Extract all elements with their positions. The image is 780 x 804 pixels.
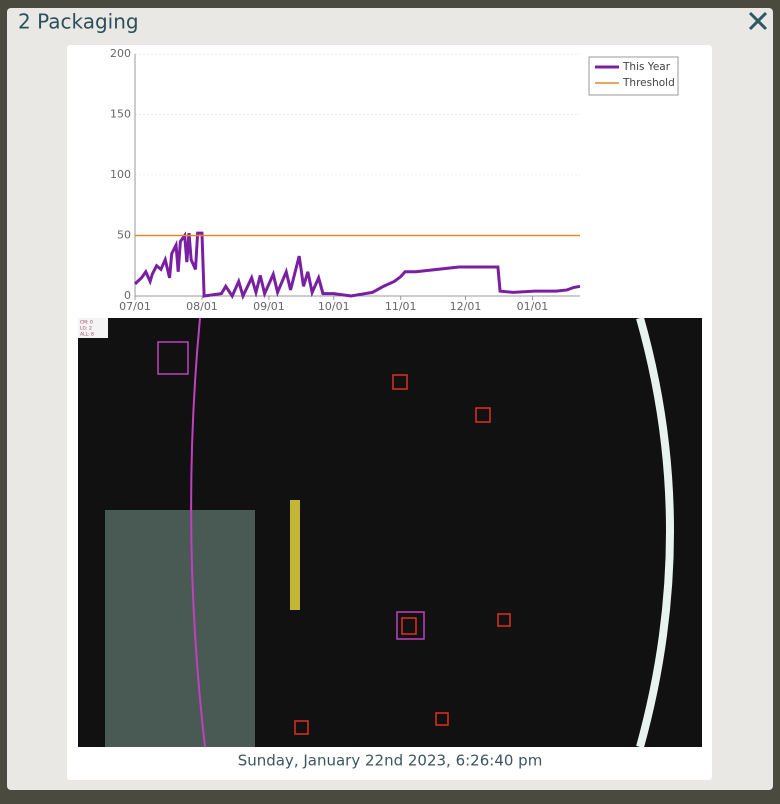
overlay-label: LG: 2 [80, 326, 92, 332]
image-caption: Sunday, January 22nd 2023, 6:26:40 pm [238, 752, 543, 770]
x-tick-label: 11/01 [385, 300, 417, 313]
overlay-label: CM: 0 [80, 320, 93, 326]
y-tick-label: 0 [124, 289, 131, 302]
chart: 0 50 100 150 200 07/01 08/01 09/01 10/01 11/01 12/… [110, 47, 679, 313]
y-tick-label: 150 [110, 108, 131, 121]
legend-label: Threshold [622, 77, 675, 89]
y-tick-label: 50 [117, 229, 131, 242]
x-tick-label: 01/01 [517, 300, 549, 313]
overlay-label: ALL: 8 [80, 332, 94, 338]
x-tick-label: 07/01 [119, 300, 151, 313]
legend-box [588, 56, 679, 96]
modal-title: 2 Packaging [18, 10, 139, 34]
y-tick-label: 200 [110, 47, 131, 60]
camera-image [78, 316, 702, 749]
series-line [133, 231, 581, 301]
x-tick-label: 09/01 [253, 300, 285, 313]
close-button[interactable] [748, 11, 768, 31]
y-tick-label: 100 [110, 168, 131, 181]
legend-label: This Year [622, 61, 671, 73]
x-tick-label: 08/01 [186, 300, 218, 313]
x-tick-label: 10/01 [318, 300, 350, 313]
x-tick-label: 12/01 [450, 300, 482, 313]
